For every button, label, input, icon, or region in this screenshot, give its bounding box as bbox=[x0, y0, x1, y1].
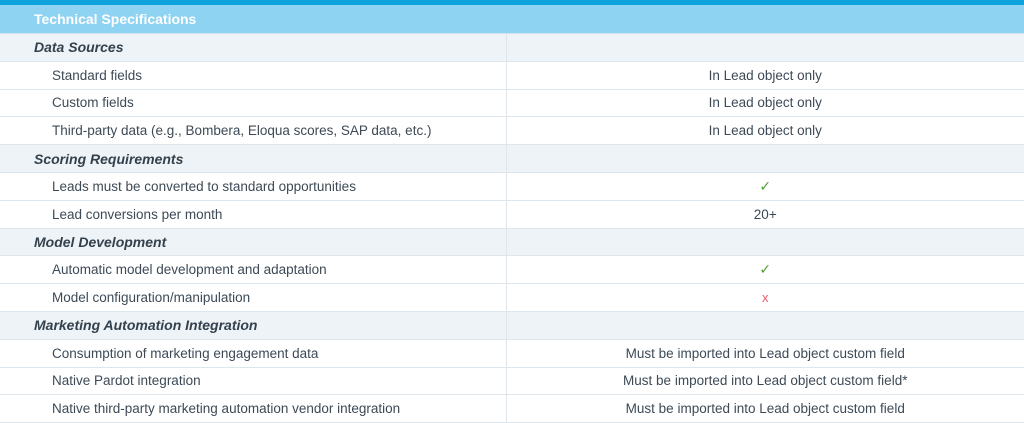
specifications-table: Data Sources Standard fields In Lead obj… bbox=[0, 34, 1024, 423]
checkmark-icon: ✓ bbox=[759, 177, 772, 194]
row-value: In Lead object only bbox=[506, 61, 1024, 90]
row-value: In Lead object only bbox=[506, 89, 1024, 118]
row-label: Custom fields bbox=[0, 89, 507, 118]
section-row-data-sources: Data Sources bbox=[0, 34, 1024, 62]
table-row: Standard fields In Lead object only bbox=[0, 61, 1024, 90]
table-row: Custom fields In Lead object only bbox=[0, 89, 1024, 118]
section-row-marketing-automation-integration: Marketing Automation Integration bbox=[0, 311, 1024, 340]
table-row: Lead conversions per month 20+ bbox=[0, 200, 1024, 229]
section-heading: Scoring Requirements bbox=[0, 144, 507, 173]
top-accent-bar bbox=[0, 0, 1024, 5]
table-title-bar: Technical Specifications bbox=[0, 5, 1024, 34]
table-row: Native Pardot integration Must be import… bbox=[0, 367, 1024, 396]
section-heading: Model Development bbox=[0, 228, 507, 257]
table-row: Automatic model development and adaptati… bbox=[0, 255, 1024, 285]
row-label: Model configuration/manipulation bbox=[0, 283, 507, 312]
row-value: ✓ bbox=[506, 172, 1024, 201]
table-title: Technical Specifications bbox=[34, 11, 197, 27]
row-value: 20+ bbox=[506, 200, 1024, 229]
section-value-cell bbox=[506, 228, 1024, 257]
section-value-cell bbox=[506, 34, 1024, 62]
row-value: Must be imported into Lead object custom… bbox=[506, 394, 1024, 423]
table-row: Third-party data (e.g., Bombera, Eloqua … bbox=[0, 116, 1024, 146]
row-label: Automatic model development and adaptati… bbox=[0, 255, 507, 285]
row-label: Lead conversions per month bbox=[0, 200, 507, 229]
section-row-model-development: Model Development bbox=[0, 228, 1024, 257]
table-row: Consumption of marketing engagement data… bbox=[0, 339, 1024, 368]
section-value-cell bbox=[506, 311, 1024, 340]
row-value: x bbox=[506, 283, 1024, 312]
row-value: Must be imported into Lead object custom… bbox=[506, 367, 1024, 396]
row-value: In Lead object only bbox=[506, 116, 1024, 146]
section-row-scoring-requirements: Scoring Requirements bbox=[0, 144, 1024, 173]
row-label: Consumption of marketing engagement data bbox=[0, 339, 507, 368]
row-label: Standard fields bbox=[0, 61, 507, 90]
row-label: Leads must be converted to standard oppo… bbox=[0, 172, 507, 201]
checkmark-icon: ✓ bbox=[759, 261, 772, 278]
table-row: Leads must be converted to standard oppo… bbox=[0, 172, 1024, 201]
row-label: Third-party data (e.g., Bombera, Eloqua … bbox=[0, 116, 507, 146]
section-heading: Data Sources bbox=[0, 34, 507, 62]
table-row: Model configuration/manipulation x bbox=[0, 283, 1024, 312]
row-value: ✓ bbox=[506, 255, 1024, 285]
table-row: Native third-party marketing automation … bbox=[0, 394, 1024, 423]
row-value: Must be imported into Lead object custom… bbox=[506, 339, 1024, 368]
section-value-cell bbox=[506, 144, 1024, 173]
row-label: Native third-party marketing automation … bbox=[0, 394, 507, 423]
row-label: Native Pardot integration bbox=[0, 367, 507, 396]
section-heading: Marketing Automation Integration bbox=[0, 311, 507, 340]
cross-icon: x bbox=[762, 290, 769, 306]
